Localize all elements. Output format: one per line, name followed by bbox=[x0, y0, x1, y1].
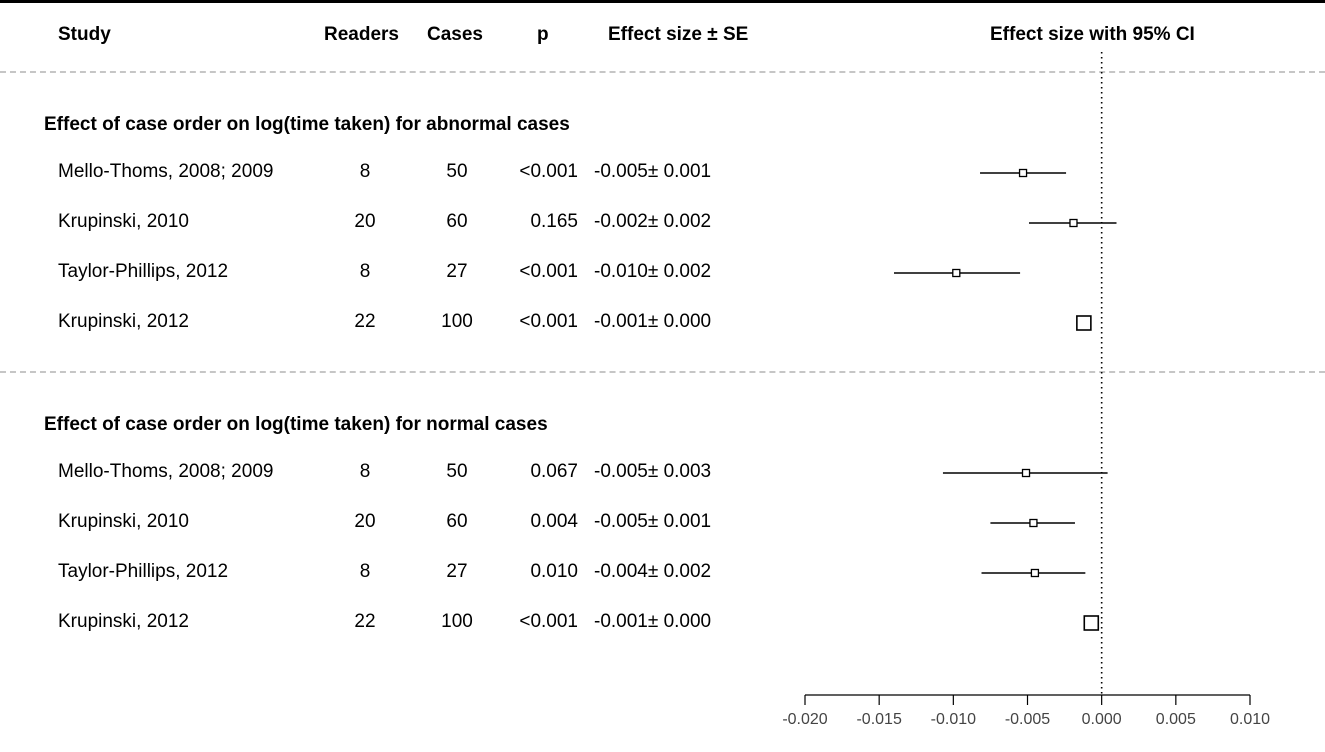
cell-effect-se: -0.010± 0.002 bbox=[594, 261, 712, 282]
effect-marker bbox=[1083, 615, 1100, 631]
x-tick-label: -0.010 bbox=[931, 711, 976, 728]
cell-cases: 27 bbox=[446, 261, 468, 282]
cell-p: <0.001 bbox=[519, 261, 578, 282]
effect-marker bbox=[952, 268, 961, 278]
cell-study: Mello-Thoms, 2008; 2009 bbox=[58, 461, 274, 482]
cell-effect-se: -0.005± 0.003 bbox=[594, 461, 712, 482]
cell-effect-se: -0.004± 0.002 bbox=[594, 561, 712, 582]
effect-marker bbox=[1021, 468, 1031, 478]
cell-cases: 27 bbox=[446, 561, 468, 582]
cell-p: 0.010 bbox=[530, 561, 578, 582]
cell-study: Krupinski, 2012 bbox=[58, 611, 189, 632]
cell-study: Krupinski, 2012 bbox=[58, 311, 189, 332]
cell-cases: 50 bbox=[446, 161, 468, 182]
cell-study: Krupinski, 2010 bbox=[58, 511, 189, 532]
cell-effect-se: -0.001± 0.000 bbox=[594, 611, 712, 632]
cell-effect-se: -0.005± 0.001 bbox=[594, 161, 712, 182]
cell-cases: 60 bbox=[446, 511, 468, 532]
separator-top bbox=[0, 71, 1325, 73]
cell-p: 0.067 bbox=[530, 461, 578, 482]
header-effect-se: Effect size ± SE bbox=[608, 24, 749, 45]
cell-readers: 8 bbox=[359, 261, 371, 282]
separator-middle bbox=[0, 371, 1325, 373]
cell-p: <0.001 bbox=[519, 311, 578, 332]
cell-p: <0.001 bbox=[519, 611, 578, 632]
cell-effect-se: -0.001± 0.000 bbox=[594, 311, 712, 332]
effect-marker bbox=[1030, 568, 1040, 578]
cell-study: Taylor-Phillips, 2012 bbox=[58, 261, 229, 282]
cell-p: <0.001 bbox=[519, 161, 578, 182]
cell-study: Taylor-Phillips, 2012 bbox=[58, 561, 229, 582]
header-effect-ci: Effect size with 95% CI bbox=[990, 24, 1195, 45]
cell-study: Krupinski, 2010 bbox=[58, 211, 189, 232]
effect-marker bbox=[1029, 518, 1038, 528]
effect-marker bbox=[1069, 218, 1078, 228]
cell-readers: 20 bbox=[354, 511, 376, 532]
cell-p: 0.004 bbox=[530, 511, 578, 532]
cell-cases: 50 bbox=[446, 461, 468, 482]
x-tick-label: 0.005 bbox=[1156, 711, 1196, 728]
cell-cases: 100 bbox=[441, 311, 473, 332]
cell-readers: 22 bbox=[354, 611, 376, 632]
header-p: p bbox=[537, 24, 549, 45]
group-title-abnormal: Effect of case order on log(time taken) … bbox=[44, 114, 570, 135]
cell-readers: 8 bbox=[359, 161, 371, 182]
cell-readers: 20 bbox=[354, 211, 376, 232]
effect-marker bbox=[1076, 315, 1092, 331]
x-tick-label: -0.020 bbox=[782, 711, 827, 728]
header-cases: Cases bbox=[427, 24, 483, 45]
group-title-normal: Effect of case order on log(time taken) … bbox=[44, 414, 548, 435]
cell-readers: 8 bbox=[359, 461, 371, 482]
x-tick-label: -0.015 bbox=[856, 711, 901, 728]
header-readers: Readers bbox=[324, 24, 399, 45]
x-tick-label: -0.005 bbox=[1005, 711, 1050, 728]
cell-study: Mello-Thoms, 2008; 2009 bbox=[58, 161, 274, 182]
cell-readers: 22 bbox=[354, 311, 376, 332]
cell-readers: 8 bbox=[359, 561, 371, 582]
cell-effect-se: -0.002± 0.002 bbox=[594, 211, 712, 232]
cell-cases: 60 bbox=[446, 211, 468, 232]
cell-cases: 100 bbox=[441, 611, 473, 632]
header-study: Study bbox=[58, 24, 111, 45]
cell-p: 0.165 bbox=[530, 211, 578, 232]
x-tick-label: 0.000 bbox=[1082, 711, 1122, 728]
top-rule bbox=[0, 0, 1325, 3]
x-tick-label: 0.010 bbox=[1230, 711, 1270, 728]
cell-effect-se: -0.005± 0.001 bbox=[594, 511, 712, 532]
effect-marker bbox=[1018, 168, 1028, 178]
